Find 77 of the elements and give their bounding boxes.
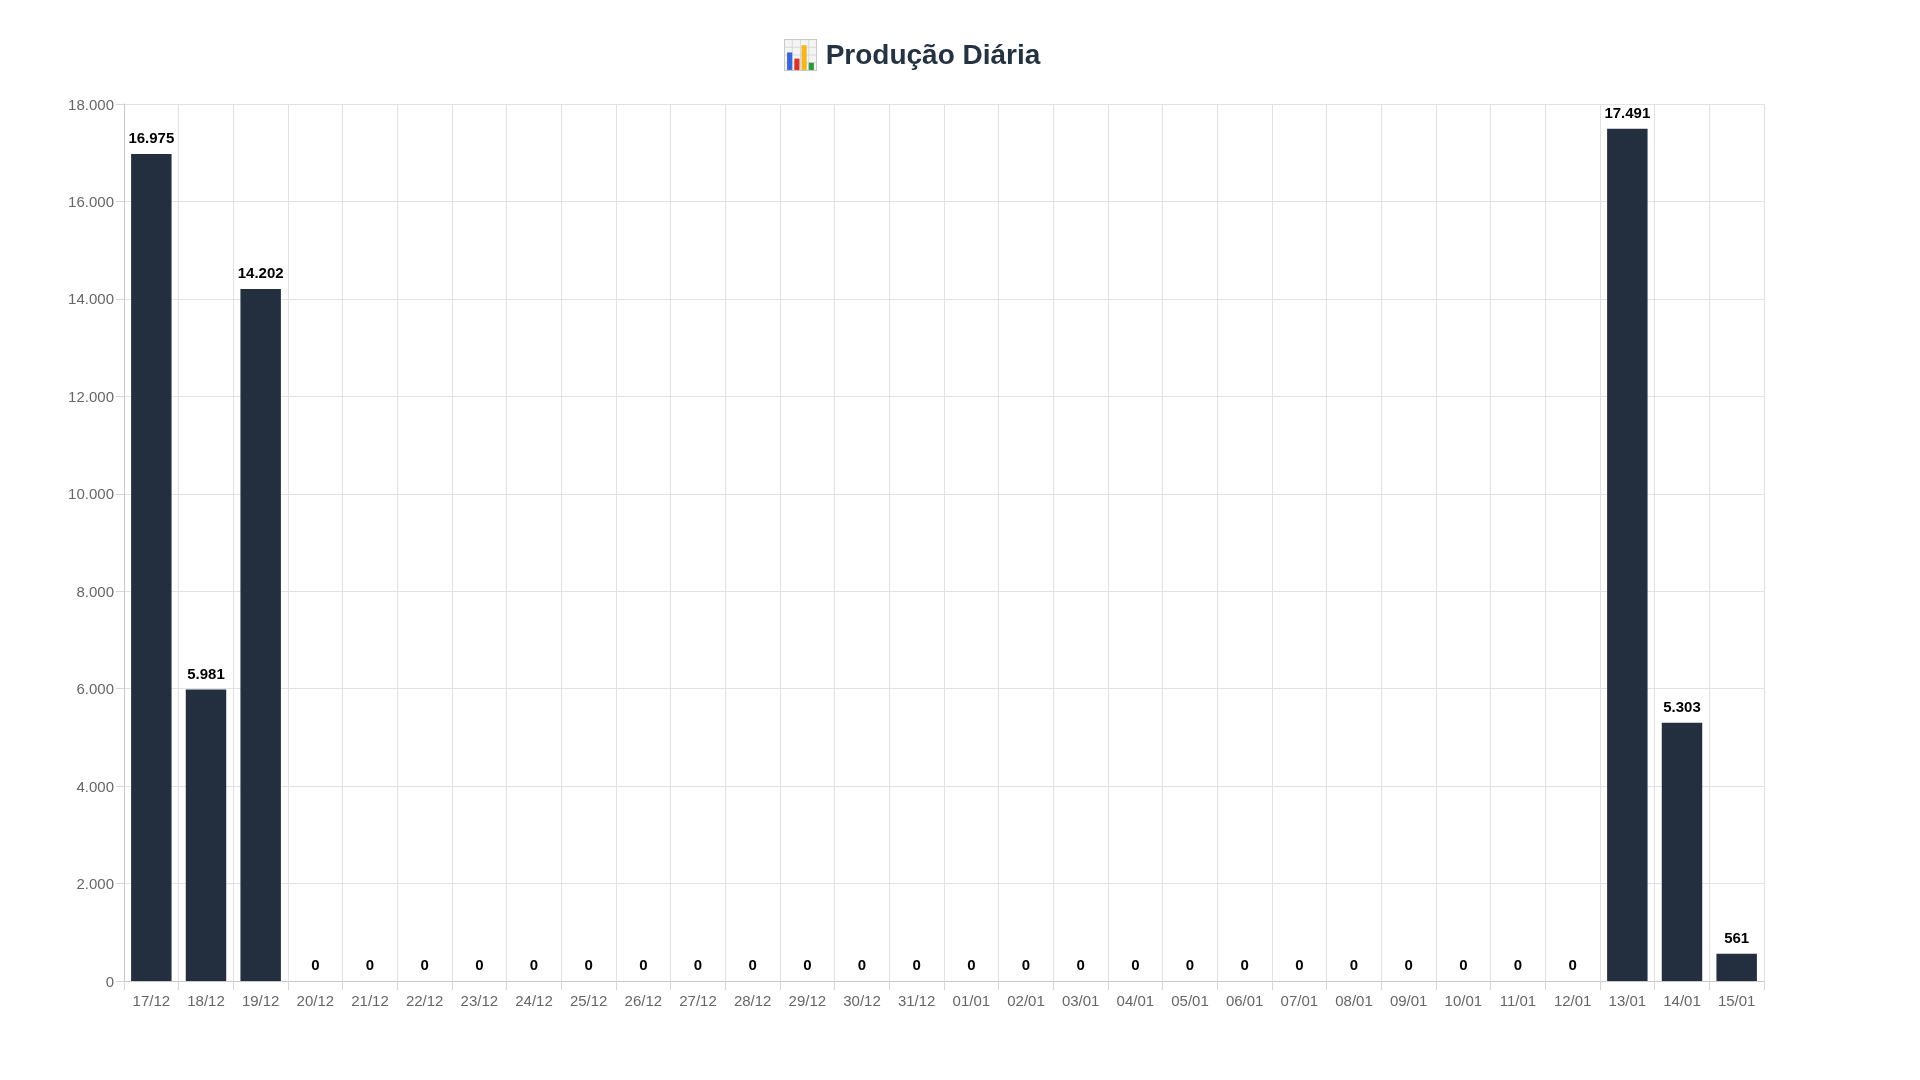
x-tick-label: 29/12	[788, 992, 827, 1009]
data-label: 0	[1021, 956, 1031, 973]
x-tick-label: 30/12	[843, 992, 881, 1009]
x-tick-label: 17/12	[132, 992, 171, 1009]
data-label: 0	[1513, 956, 1523, 973]
chart-title: Produção Diária	[825, 39, 1041, 71]
data-label: 0	[1459, 956, 1468, 973]
x-tick-label: 14/01	[1663, 992, 1701, 1009]
x-tick-label: 12/01	[1553, 992, 1592, 1009]
x-tick-label: 13/01	[1608, 992, 1647, 1009]
y-tick-label: 12.000	[68, 387, 114, 405]
bar	[240, 289, 281, 981]
data-label: 14.202	[237, 264, 284, 282]
x-tick-label: 28/12	[733, 992, 772, 1009]
y-tick-label: 4.000	[76, 777, 114, 795]
x-tick-label: 20/12	[296, 992, 335, 1009]
data-label: 0	[1404, 956, 1413, 973]
x-tick-label: 11/01	[1499, 992, 1537, 1009]
bar	[1607, 128, 1648, 981]
data-label: 0	[1568, 956, 1577, 973]
data-label: 0	[1240, 956, 1249, 973]
data-label: 17.491	[1604, 103, 1651, 121]
data-label: 0	[1131, 956, 1140, 973]
x-tick-label: 10/01	[1444, 992, 1483, 1009]
data-label: 5.981	[187, 664, 225, 682]
data-label: 0	[1076, 956, 1085, 973]
bar	[131, 153, 172, 981]
bar	[1661, 722, 1703, 981]
y-tick-label: 16.000	[68, 192, 114, 210]
data-label: 5.303	[1663, 697, 1701, 715]
x-tick-label: 09/01	[1389, 992, 1428, 1009]
data-label: 0	[803, 956, 812, 973]
x-tick-label: 06/01	[1225, 992, 1264, 1009]
data-label: 0	[1185, 956, 1195, 973]
data-label: 0	[475, 956, 484, 973]
x-tick-label: 26/12	[624, 992, 663, 1009]
data-label: 0	[748, 956, 757, 973]
x-tick-label: 27/12	[679, 992, 717, 1009]
x-tick-label: 01/01	[952, 992, 991, 1009]
x-tick-label: 19/12	[241, 992, 280, 1009]
data-label: 0	[857, 956, 867, 973]
data-label: 0	[693, 956, 703, 973]
x-tick-label: 07/01	[1280, 992, 1319, 1009]
y-tick-label: 10.000	[68, 485, 114, 503]
data-label: 0	[529, 956, 539, 973]
bar	[1716, 953, 1757, 981]
data-label: 16.975	[128, 128, 175, 146]
x-tick-label: 18/12	[187, 992, 225, 1009]
x-tick-label: 23/12	[460, 992, 499, 1009]
y-tick-label: 0	[105, 972, 114, 990]
x-tick-label: 03/01	[1061, 992, 1100, 1009]
x-tick-label: 22/12	[405, 992, 444, 1009]
y-tick-label: 18.000	[68, 95, 114, 113]
x-tick-label: 04/01	[1116, 992, 1155, 1009]
y-tick-label: 2.000	[76, 875, 114, 893]
x-tick-label: 24/12	[515, 992, 553, 1009]
x-tick-label: 21/12	[351, 992, 389, 1009]
data-label: 0	[311, 956, 320, 973]
y-tick-label: 8.000	[76, 582, 114, 600]
data-label: 0	[639, 956, 648, 973]
data-label: 0	[1349, 956, 1359, 973]
x-tick-label: 31/12	[897, 992, 936, 1009]
data-label: 561	[1724, 928, 1750, 946]
data-label: 0	[912, 956, 921, 973]
x-tick-label: 05/01	[1171, 992, 1209, 1009]
x-tick-label: 08/01	[1335, 992, 1373, 1009]
y-tick-label: 14.000	[68, 290, 114, 308]
bar	[185, 689, 227, 981]
data-label: 0	[584, 956, 593, 973]
x-tick-label: 25/12	[569, 992, 608, 1009]
data-label: 0	[365, 956, 375, 973]
x-tick-label: 15/01	[1717, 992, 1756, 1009]
y-tick-label: 6.000	[76, 680, 114, 698]
data-label: 0	[420, 956, 429, 973]
data-label: 0	[1295, 956, 1304, 973]
data-label: 0	[967, 956, 976, 973]
x-tick-label: 02/01	[1007, 992, 1045, 1009]
